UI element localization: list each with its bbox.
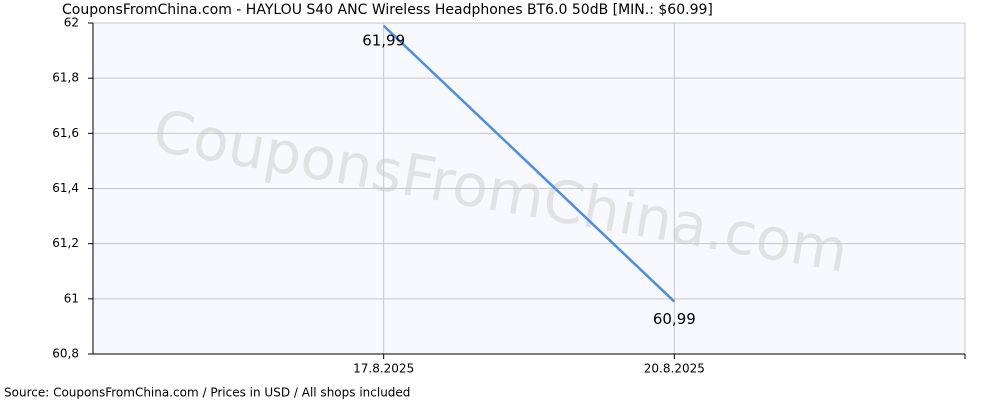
y-tick-label: 61,6	[52, 126, 79, 140]
y-tick-label: 61,8	[52, 71, 79, 85]
y-tick-label: 62	[64, 16, 79, 30]
y-tick-label: 61,2	[52, 236, 79, 250]
y-tick-label: 60,8	[52, 347, 79, 361]
source-note: Source: CouponsFromChina.com / Prices in…	[4, 386, 410, 400]
price-line	[382, 24, 676, 303]
value-label: 60,99	[653, 310, 696, 328]
y-tick-label: 61	[64, 291, 79, 305]
value-label: 61,99	[362, 31, 405, 49]
chart-title: CouponsFromChina.com - HAYLOU S40 ANC Wi…	[62, 2, 713, 18]
x-tick-label: 17.8.2025	[353, 362, 414, 376]
x-tick-label: 20.8.2025	[644, 362, 705, 376]
y-tick-label: 61,4	[52, 181, 79, 195]
